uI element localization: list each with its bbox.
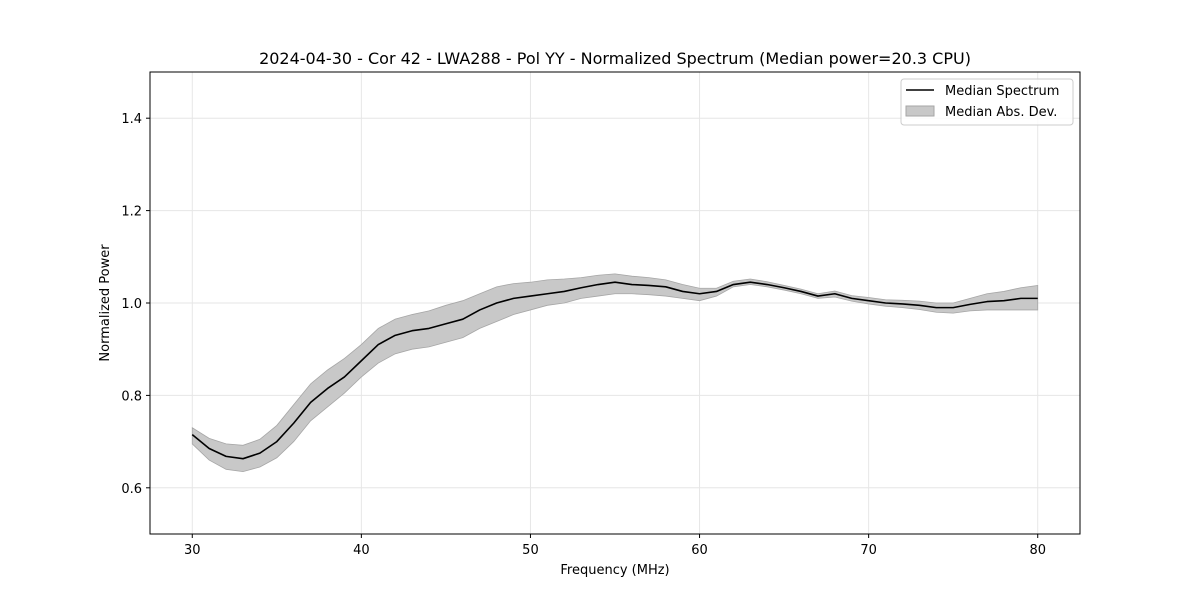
x-tick-label: 80 [1029, 543, 1046, 558]
y-axis-ticks: 0.6 0.8 1.0 1.2 1.4 [121, 112, 150, 497]
y-tick-label: 0.8 [121, 389, 142, 404]
mad-band-layer [191, 273, 1039, 473]
x-tick-label: 30 [184, 543, 201, 558]
x-tick-label: 70 [860, 543, 877, 558]
legend-label-median-spectrum: Median Spectrum [945, 84, 1059, 99]
legend-label-median-abs-dev: Median Abs. Dev. [945, 105, 1057, 120]
y-tick-label: 0.6 [121, 482, 142, 497]
y-tick-label: 1.0 [121, 297, 142, 312]
median-line-layer [191, 281, 1038, 460]
legend-band-swatch [905, 105, 935, 117]
x-tick-label: 40 [353, 543, 370, 558]
x-tick-label: 50 [522, 543, 539, 558]
legend: Median Spectrum Median Abs. Dev. [900, 78, 1074, 126]
legend-box [900, 78, 1074, 126]
x-axis-label: Frequency (MHz) [560, 563, 669, 578]
median-abs-dev-band [191, 273, 1039, 473]
x-tick-label: 60 [691, 543, 708, 558]
median-spectrum-line [191, 281, 1038, 460]
x-axis-ticks: 30 40 50 60 70 80 [184, 534, 1046, 558]
chart-title: 2024-04-30 - Cor 42 - LWA288 - Pol YY - … [259, 49, 971, 68]
y-tick-label: 1.4 [121, 112, 142, 127]
y-axis-label: Normalized Power [98, 244, 113, 362]
y-tick-label: 1.2 [121, 205, 142, 220]
